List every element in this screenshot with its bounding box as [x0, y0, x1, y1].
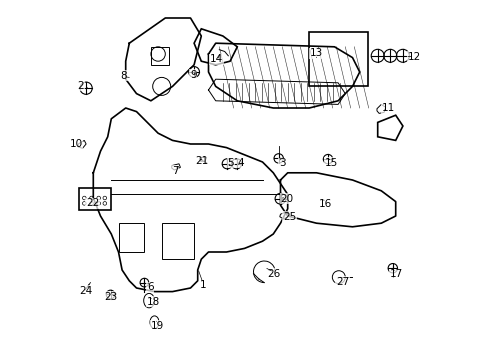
- Text: 15: 15: [325, 158, 338, 168]
- Text: 5: 5: [227, 158, 234, 168]
- Text: 9: 9: [190, 70, 196, 80]
- Text: 1: 1: [200, 280, 206, 291]
- Text: 13: 13: [309, 48, 323, 58]
- Text: 3: 3: [279, 158, 285, 168]
- Text: 10: 10: [69, 139, 82, 149]
- Text: 25: 25: [282, 212, 296, 222]
- Text: 23: 23: [104, 292, 118, 302]
- Text: 8: 8: [121, 71, 127, 81]
- Text: 26: 26: [267, 269, 280, 279]
- Text: 27: 27: [335, 276, 349, 287]
- Text: 2: 2: [77, 81, 84, 91]
- Text: 4: 4: [237, 158, 244, 168]
- Text: 20: 20: [280, 194, 293, 204]
- Text: 24: 24: [79, 286, 92, 296]
- Text: 6: 6: [146, 282, 153, 292]
- Text: 21: 21: [195, 156, 208, 166]
- Text: 11: 11: [381, 103, 394, 113]
- Text: 18: 18: [147, 297, 160, 307]
- Text: 12: 12: [407, 51, 420, 62]
- Text: 7: 7: [172, 166, 178, 176]
- Text: 17: 17: [389, 269, 402, 279]
- Text: 14: 14: [210, 54, 223, 64]
- Text: 22: 22: [86, 198, 99, 208]
- Text: 19: 19: [150, 321, 163, 331]
- Text: 16: 16: [318, 199, 331, 210]
